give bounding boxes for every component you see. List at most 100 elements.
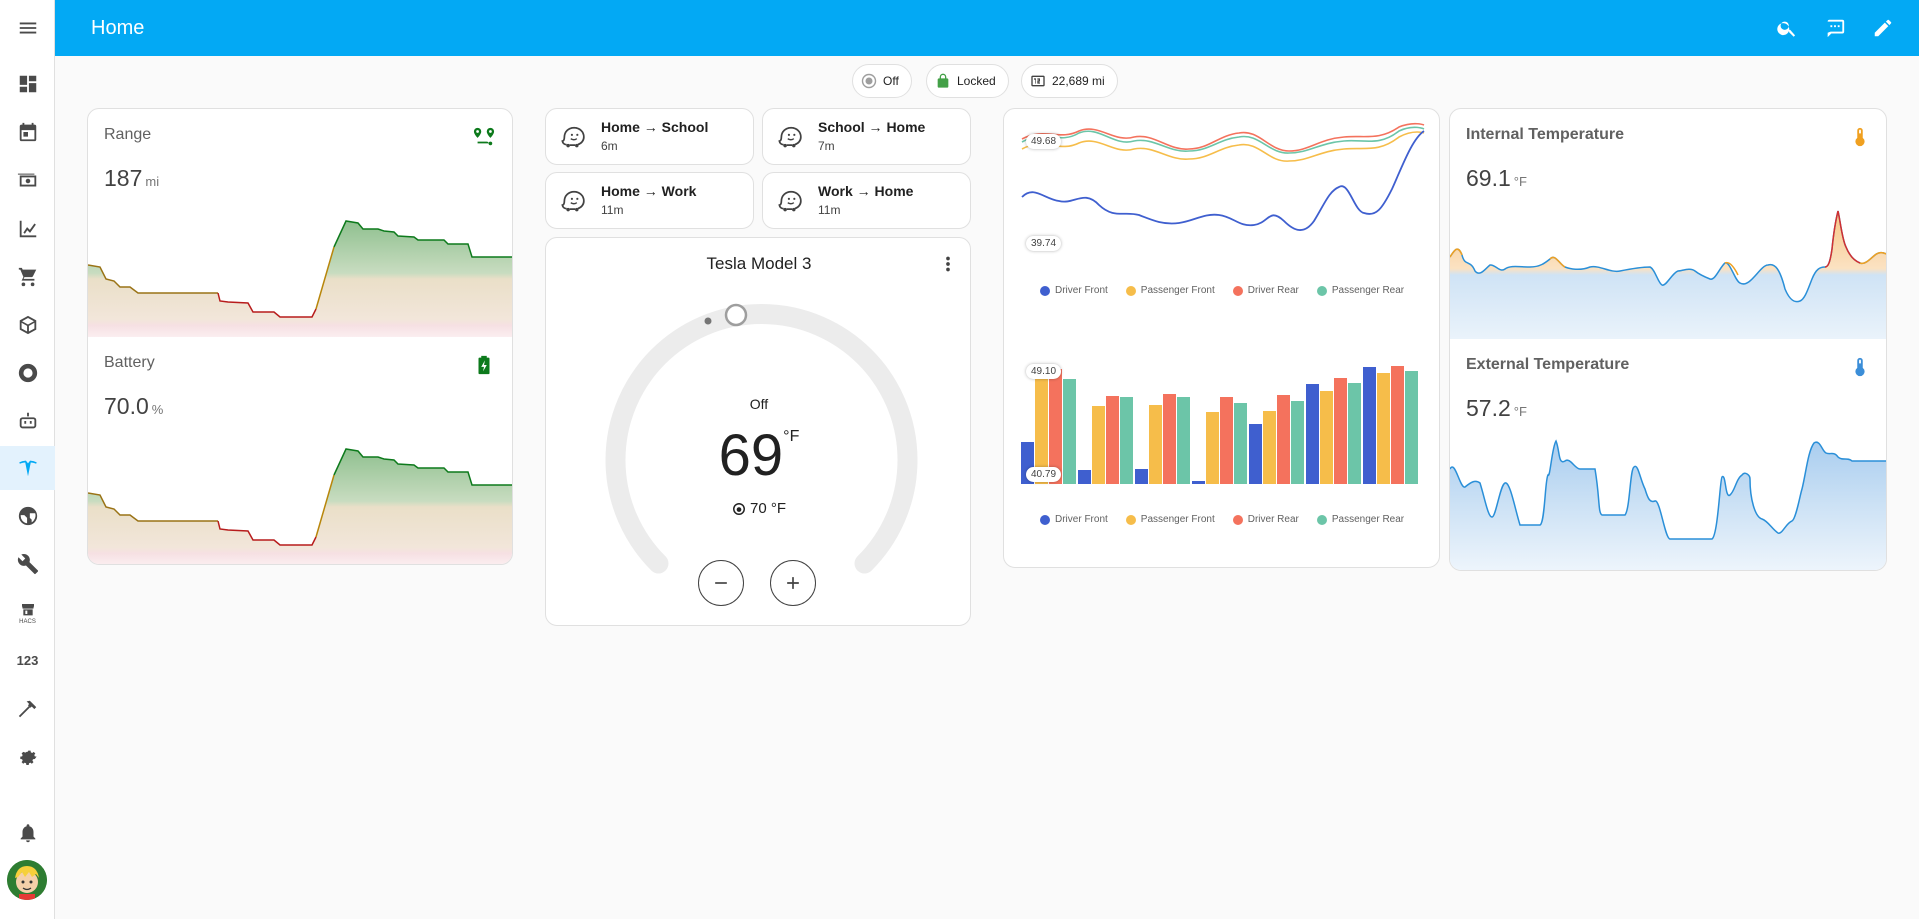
sidebar-item-notifications[interactable]	[0, 811, 55, 855]
legend-dot	[1125, 514, 1136, 525]
cart-icon	[18, 267, 36, 287]
bar	[1192, 481, 1205, 484]
legend-dot	[1316, 514, 1327, 525]
external-temp-name: External Temperature	[1466, 356, 1630, 373]
cash-icon	[17, 173, 36, 187]
sidebar-item-energy[interactable]	[0, 159, 55, 203]
thermometer-icon	[1855, 357, 1865, 377]
range-sensor[interactable]: Range 187 mi	[88, 109, 512, 337]
legend-item[interactable]: Passenger Front	[1125, 514, 1215, 525]
legend-label: Passenger Rear	[1331, 285, 1405, 296]
internal-temp-name: Internal Temperature	[1466, 126, 1624, 143]
robot-icon	[19, 412, 36, 429]
lock-chip-label: Locked	[957, 74, 996, 88]
dashboard-icon	[19, 75, 36, 93]
route-name: Home → School	[601, 119, 709, 135]
series-line-driver-front	[1021, 130, 1425, 231]
waze-icon	[778, 126, 802, 148]
external-temp-sensor[interactable]: External Temperature 57.2 °F	[1450, 339, 1886, 570]
internal-temp-unit: °F	[1513, 174, 1527, 189]
route-card[interactable]: Home → School 6m	[545, 108, 754, 165]
temperature-dial[interactable]	[546, 238, 971, 626]
hacs-label: HACS	[19, 618, 36, 625]
sidebar-item-vacuum[interactable]	[0, 399, 55, 443]
bar	[1249, 424, 1262, 484]
route-card[interactable]: Home → Work 11m	[545, 172, 754, 229]
waze-icon	[561, 126, 585, 148]
bar	[1348, 383, 1361, 484]
battery-sensor[interactable]: Battery 70.0%	[88, 337, 512, 564]
sidebar-item-map[interactable]	[0, 494, 55, 538]
legend-label: Passenger Front	[1140, 285, 1215, 296]
legend-item[interactable]: Passenger Rear	[1316, 514, 1404, 525]
edit-dashboard-button[interactable]	[1867, 12, 1899, 44]
target-temp-value: 69	[718, 423, 784, 488]
store-icon	[21, 603, 34, 615]
hvac-chip[interactable]: Off	[852, 64, 912, 98]
hammer-icon	[18, 700, 36, 718]
legend-item[interactable]: Passenger Rear	[1316, 285, 1405, 296]
bar-chart-legend: Driver Front Passenger Front Driver Rear…	[1040, 514, 1404, 525]
bar	[1291, 401, 1304, 484]
hvac-chip-label: Off	[883, 74, 899, 88]
decrease-temp-button[interactable]	[698, 560, 744, 606]
bar	[1334, 378, 1347, 484]
route-card[interactable]: Work → Home 11m	[762, 172, 971, 229]
range-unit: mi	[145, 174, 160, 189]
thermostat-card: Tesla Model 3 Off 69°F 70 °F	[545, 237, 971, 626]
internal-temp-sensor[interactable]: Internal Temperature 69.1 °F	[1450, 109, 1886, 339]
lock-chip[interactable]: Locked	[926, 64, 1009, 98]
sidebar-item-numbers[interactable]: 123	[0, 638, 55, 682]
range-history-graph	[88, 220, 512, 337]
increase-temp-button[interactable]	[770, 560, 816, 606]
legend-label: Driver Front	[1055, 514, 1108, 525]
legend-dot	[1040, 514, 1050, 525]
counter-icon	[1031, 75, 1045, 87]
battery-value: 70.0	[104, 393, 149, 419]
sidebar-item-tools[interactable]	[0, 542, 55, 586]
bar	[1063, 379, 1076, 484]
sidebar-item-tesla[interactable]	[0, 446, 55, 490]
legend-item[interactable]: Driver Front	[1040, 514, 1108, 525]
bar	[1363, 367, 1376, 484]
range-value: 187	[104, 165, 143, 191]
bell-icon	[20, 824, 35, 843]
legend-item[interactable]: Passenger Front	[1125, 285, 1215, 296]
legend-item[interactable]: Driver Rear	[1232, 514, 1299, 525]
legend-dot	[1316, 285, 1327, 296]
odometer-chip[interactable]: 22,689 mi	[1021, 64, 1118, 98]
sidebar-item-hacs[interactable]: HACS	[0, 591, 55, 635]
sidebar-item-overview[interactable]	[0, 62, 55, 106]
sidebar-item-developer-tools[interactable]	[0, 687, 55, 731]
battery-history-graph	[88, 448, 512, 564]
search-button[interactable]	[1771, 12, 1803, 44]
target-temp-unit: °F	[783, 428, 800, 445]
assist-button[interactable]	[1819, 12, 1851, 44]
legend-item[interactable]: Driver Front	[1040, 285, 1108, 296]
route-name: Home → Work	[601, 183, 697, 199]
external-temp-value: 57.2	[1466, 395, 1511, 421]
avatar[interactable]	[7, 860, 47, 900]
thermostat-off-icon	[861, 73, 877, 89]
sidebar-item-calendar[interactable]	[0, 110, 55, 154]
route-card[interactable]: School → Home 7m	[762, 108, 971, 165]
battery-value-row: 70.0%	[104, 393, 163, 420]
numeric-icon: 123	[16, 652, 39, 668]
sidebar-item-cube[interactable]	[0, 303, 55, 347]
legend-dot	[1125, 285, 1136, 296]
internal-temp-graph	[1450, 210, 1886, 339]
sidebar-item-shopping-list[interactable]	[0, 255, 55, 299]
menu-icon	[19, 22, 36, 34]
sidebar-item-settings[interactable]	[0, 736, 55, 780]
legend-item[interactable]: Driver Rear	[1232, 285, 1299, 296]
more-info-button[interactable]	[936, 252, 960, 276]
tire-pressure-bar-chart	[1021, 366, 1418, 484]
map-marker-path-icon	[473, 127, 495, 146]
bar	[1106, 396, 1119, 484]
thermometer-icon	[1855, 127, 1865, 147]
sidebar-item-media[interactable]	[0, 351, 55, 395]
cube-icon	[19, 315, 36, 335]
menu-button[interactable]	[0, 6, 55, 50]
tire-pressure-card: 49.68 39.74 Driver Front Passenger Front…	[1003, 108, 1440, 568]
sidebar-item-history[interactable]	[0, 207, 55, 251]
